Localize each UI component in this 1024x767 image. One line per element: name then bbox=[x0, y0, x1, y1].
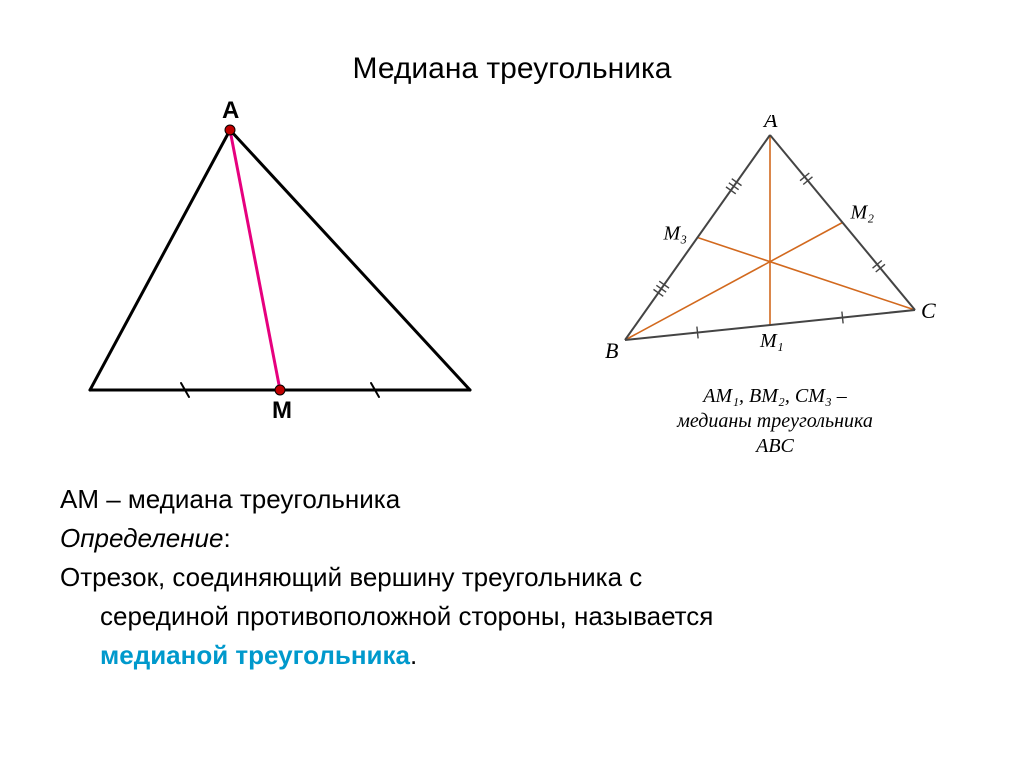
svg-text:A: A bbox=[222, 100, 239, 124]
left-figure: AM bbox=[60, 100, 500, 450]
svg-text:B: B bbox=[605, 338, 618, 363]
definition-highlight: медианой треугольника. bbox=[60, 636, 960, 675]
right-figure-caption: AM₁, BM₂, CM₃ –медианы треугольникаABC bbox=[590, 385, 960, 458]
svg-text:M₂: M₂ bbox=[850, 202, 875, 224]
definition-text: AM – медиана треугольника Определение: О… bbox=[60, 480, 960, 675]
triangle-median-svg: AM bbox=[60, 100, 500, 450]
page-title: Медиана треугольника bbox=[0, 52, 1024, 86]
page-root: Медиана треугольника AM ABCM₁M₂M₃ AM₁, B… bbox=[0, 0, 1024, 767]
definition-body-1: Отрезок, соединяющий вершину треугольник… bbox=[60, 558, 960, 597]
svg-text:M: M bbox=[272, 397, 292, 424]
svg-text:M₃: M₃ bbox=[663, 223, 688, 245]
svg-text:C: C bbox=[921, 298, 936, 323]
definition-label: Определение: bbox=[60, 519, 960, 558]
svg-text:M₁: M₁ bbox=[759, 330, 784, 352]
definition-body-2: серединой противоположной стороны, назыв… bbox=[60, 597, 960, 636]
svg-text:A: A bbox=[762, 115, 778, 132]
triangle-medians-svg: A B C M₁ M₂ M₃ bbox=[590, 115, 960, 375]
am-median-line: AM – медиана треугольника bbox=[60, 480, 960, 519]
right-figure: A B C M₁ M₂ M₃ AM₁, BM₂, CM₃ –медианы треугол… bbox=[590, 115, 960, 495]
